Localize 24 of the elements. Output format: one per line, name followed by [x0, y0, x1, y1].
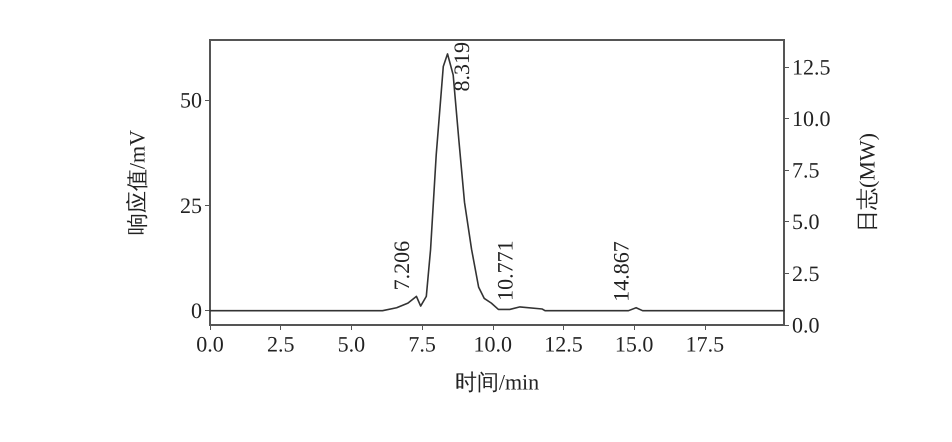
y2-tick-label: 12.5 — [792, 54, 830, 80]
y2-tick-label: 5.0 — [792, 209, 820, 234]
y-tick-label: 50 — [180, 88, 202, 113]
y2-tick-label: 2.5 — [792, 260, 820, 286]
x-tick-label: 7.5 — [408, 332, 436, 356]
y2-tick-label: 0.0 — [792, 312, 820, 338]
x-tick-label: 5.0 — [338, 332, 366, 356]
x-axis-title: 时间/min — [454, 370, 540, 394]
annotation: 10.771 — [492, 240, 518, 301]
y2-axis-title: 日志(MW) — [854, 133, 880, 232]
annotation: 7.206 — [388, 240, 414, 290]
x-tick-label: 10.0 — [474, 332, 512, 356]
y2-tick-label: 7.5 — [792, 158, 820, 183]
y-tick-label: 0 — [191, 298, 202, 324]
x-tick-label: 17.5 — [686, 332, 724, 356]
y-axis-title: 响应值/mV — [124, 130, 150, 236]
y2-tick-label: 10.0 — [792, 106, 830, 131]
annotation: 8.319 — [449, 42, 474, 92]
x-tick-label: 15.0 — [614, 332, 654, 356]
x-tick-label: 0.0 — [196, 332, 224, 356]
annotation: 14.867 — [608, 241, 634, 302]
x-tick-label: 12.5 — [544, 332, 583, 356]
y-tick-label: 25 — [180, 192, 202, 218]
x-tick-label: 2.5 — [266, 332, 294, 356]
